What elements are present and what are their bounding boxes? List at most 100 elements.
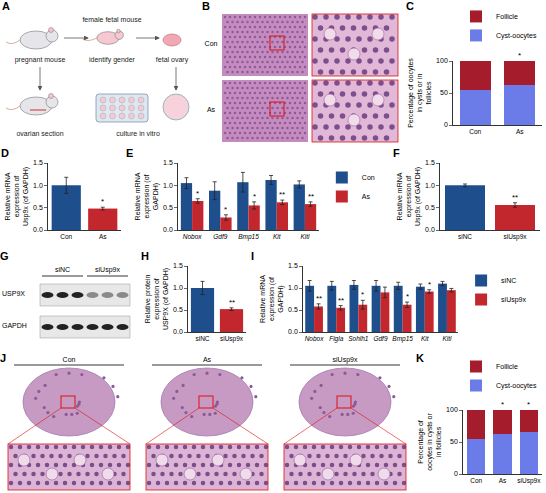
svg-text:0: 0: [454, 470, 458, 477]
svg-text:As: As: [99, 233, 107, 240]
svg-text:Relative mRNAexpression ofUsp9: Relative mRNAexpression ofUsp9x (of GAPD…: [4, 167, 30, 226]
svg-text:identify gender: identify gender: [89, 56, 136, 64]
svg-text:1.0: 1.0: [173, 284, 183, 291]
svg-text:**: **: [338, 296, 344, 305]
svg-text:0.5: 0.5: [33, 204, 43, 211]
svg-text:Sohlh1: Sohlh1: [348, 335, 369, 342]
svg-text:Percentage ofoocytes in cysts: Percentage ofoocytes in cysts orin folli…: [417, 413, 442, 471]
html-text:D: D: [1, 147, 9, 159]
svg-text:0.0: 0.0: [425, 226, 435, 233]
svg-text:fetal ovary: fetal ovary: [156, 56, 189, 64]
svg-text:Con: Con: [470, 477, 482, 484]
svg-text:Relative mRNAexpression ofUsp9: Relative mRNAexpression ofUsp9x (of GAPD…: [396, 167, 422, 226]
svg-text:Follicle: Follicle: [496, 363, 518, 370]
svg-text:*: *: [527, 400, 530, 409]
svg-text:pregnant mouse: pregnant mouse: [15, 56, 66, 64]
svg-text:Con: Con: [205, 40, 218, 47]
svg-text:100: 100: [446, 406, 458, 413]
svg-text:siUsp9x: siUsp9x: [517, 477, 541, 485]
svg-text:1.0: 1.0: [33, 182, 43, 189]
svg-text:siNC: siNC: [501, 277, 516, 284]
svg-text:siUsp9x: siUsp9x: [220, 335, 244, 343]
svg-text:As: As: [362, 193, 371, 200]
svg-text:0.0: 0.0: [163, 226, 173, 233]
svg-text:**: **: [308, 192, 314, 201]
svg-text:Gdf9: Gdf9: [373, 335, 387, 342]
svg-text:As: As: [203, 356, 212, 363]
svg-text:siNC: siNC: [458, 233, 472, 240]
svg-text:culture in vitro: culture in vitro: [116, 130, 160, 137]
svg-text:*: *: [224, 205, 227, 214]
svg-text:Kitl: Kitl: [300, 233, 310, 240]
svg-text:1.5: 1.5: [425, 159, 435, 166]
svg-text:*: *: [406, 292, 409, 301]
html-text:G: G: [0, 250, 9, 262]
svg-text:Relative proteinexpression ofU: Relative proteinexpression ofUSP9X (of G…: [144, 268, 170, 330]
svg-text:Gdf9: Gdf9: [213, 233, 227, 240]
svg-text:Kit: Kit: [421, 335, 430, 342]
svg-text:Con: Con: [63, 356, 76, 363]
svg-text:siNC: siNC: [55, 266, 70, 273]
svg-text:Con: Con: [469, 128, 481, 135]
svg-text:0: 0: [444, 121, 448, 128]
svg-text:female fetal mouse: female fetal mouse: [82, 16, 141, 23]
svg-text:**: **: [229, 298, 235, 307]
svg-text:Relative mRNAexpression (ofGAP: Relative mRNAexpression (ofGAPDH): [134, 172, 160, 220]
svg-text:Nobox: Nobox: [305, 335, 325, 342]
svg-text:Cyst-oocytes: Cyst-oocytes: [496, 382, 537, 390]
svg-text:100: 100: [436, 57, 448, 64]
svg-text:*: *: [361, 290, 364, 299]
svg-text:*: *: [196, 189, 199, 198]
svg-text:Figla: Figla: [329, 335, 343, 343]
svg-text:1.0: 1.0: [288, 284, 298, 291]
html-text:C: C: [406, 0, 414, 12]
svg-text:0.5: 0.5: [163, 204, 173, 211]
svg-text:0.5: 0.5: [425, 204, 435, 211]
svg-text:Cyst-oocytes: Cyst-oocytes: [496, 32, 537, 40]
svg-text:Follicle: Follicle: [496, 13, 518, 20]
svg-text:**: **: [512, 193, 518, 202]
svg-text:0.0: 0.0: [173, 328, 183, 335]
svg-text:As: As: [516, 128, 524, 135]
svg-text:ovarian section: ovarian section: [16, 130, 63, 137]
svg-text:siUsp9x: siUsp9x: [95, 266, 120, 274]
svg-text:*: *: [101, 197, 104, 206]
svg-text:Percentage of oocytesin cysts: Percentage of oocytesin cysts or infolli…: [407, 58, 432, 128]
svg-text:Kitl: Kitl: [442, 335, 452, 342]
svg-text:GAPDH: GAPDH: [2, 322, 27, 329]
svg-text:As: As: [207, 106, 216, 113]
svg-text:Con: Con: [60, 233, 72, 240]
svg-text:1.5: 1.5: [163, 159, 173, 166]
svg-text:Bmp15: Bmp15: [238, 233, 259, 241]
svg-text:Relative mRNAexpression (ofGAP: Relative mRNAexpression (ofGAPDH): [259, 275, 285, 323]
svg-text:1.5: 1.5: [33, 159, 43, 166]
html-text:B: B: [202, 0, 210, 12]
svg-text:Con: Con: [362, 174, 375, 181]
svg-text:50: 50: [450, 438, 458, 445]
svg-text:0.5: 0.5: [173, 306, 183, 313]
svg-text:50: 50: [440, 89, 448, 96]
svg-text:Kit: Kit: [273, 233, 282, 240]
svg-text:siUsp9x: siUsp9x: [501, 296, 526, 304]
svg-text:1.5: 1.5: [288, 262, 298, 269]
svg-text:*: *: [253, 192, 256, 201]
svg-text:0.5: 0.5: [288, 306, 298, 313]
svg-text:0.0: 0.0: [33, 226, 43, 233]
svg-text:0.0: 0.0: [288, 328, 298, 335]
svg-text:*: *: [501, 400, 504, 409]
svg-text:1.0: 1.0: [425, 182, 435, 189]
svg-text:Nobox: Nobox: [183, 233, 203, 240]
svg-text:Bmp15: Bmp15: [392, 335, 413, 343]
svg-text:USP9X: USP9X: [2, 290, 25, 297]
svg-text:*: *: [518, 51, 521, 60]
svg-text:1.0: 1.0: [163, 182, 173, 189]
svg-text:**: **: [279, 190, 285, 199]
svg-text:siUsp9x: siUsp9x: [333, 356, 358, 364]
svg-text:**: **: [316, 294, 322, 303]
svg-text:siNC: siNC: [195, 335, 209, 342]
svg-text:1.5: 1.5: [173, 262, 183, 269]
svg-text:*: *: [428, 280, 431, 289]
svg-text:As: As: [499, 477, 507, 484]
svg-text:siUsp9x: siUsp9x: [503, 233, 527, 241]
html-text:A: A: [2, 0, 10, 12]
